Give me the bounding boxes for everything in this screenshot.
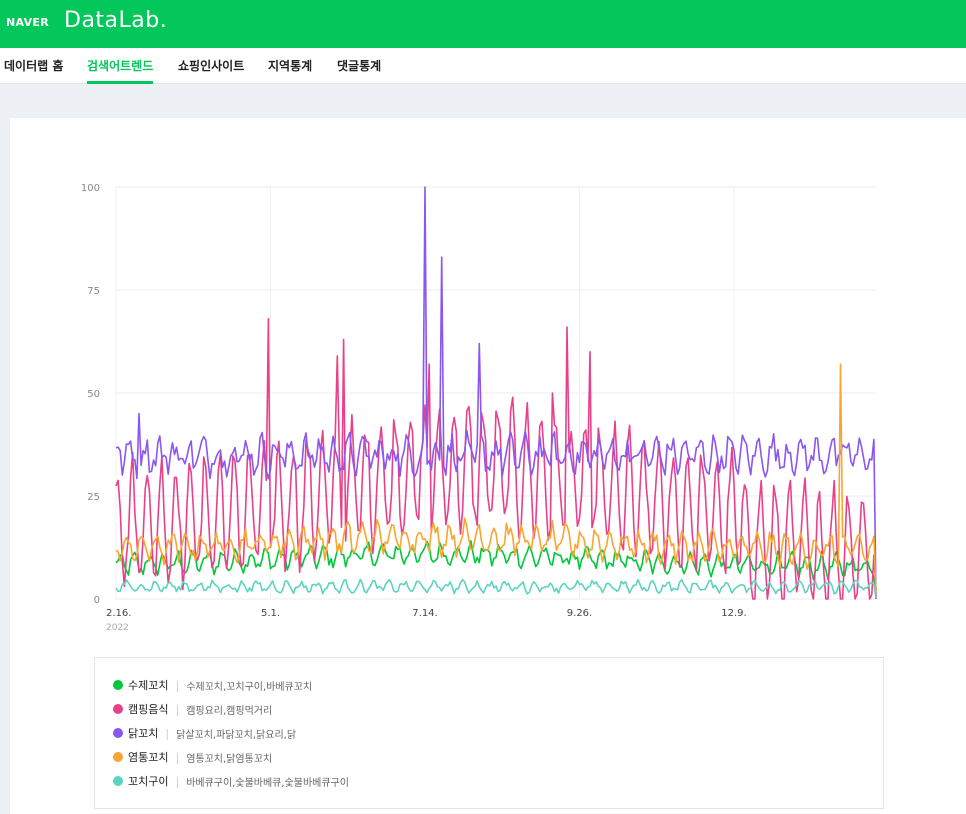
x-tick-label: 5.1. — [261, 608, 280, 619]
y-tick-label: 0 — [94, 595, 100, 606]
legend-separator: | — [175, 702, 180, 716]
nav-item-comment-stats[interactable]: 댓글통계 — [337, 59, 382, 73]
legend-name: 캠핑음식 — [128, 703, 169, 716]
nav-item-home[interactable]: 데이터랩 홈 — [4, 59, 64, 73]
x-tick-label: 9.26. — [567, 608, 592, 619]
legend-dot-icon — [113, 728, 123, 738]
legend-separator: | — [175, 774, 180, 788]
series-line — [115, 186, 877, 600]
nav-item-shopping-insight[interactable]: 쇼핑인사이트 — [178, 59, 245, 73]
y-tick-label: 100 — [81, 183, 100, 194]
legend-separator: | — [175, 678, 180, 692]
legend-item[interactable]: 닭꼬치 | 닭살꼬치,파닭꼬치,닭요리,닭 — [113, 724, 296, 742]
datalab-logo[interactable]: DataLab. — [64, 8, 168, 33]
y-tick-label: 50 — [87, 389, 100, 400]
main-nav: 데이터랩 홈 검색어트렌드 쇼핑인사이트 지역통계 댓글통계 — [0, 48, 966, 84]
y-tick-label: 25 — [87, 492, 100, 503]
series-line — [115, 363, 877, 594]
legend-name: 염통꼬치 — [128, 751, 169, 764]
legend-separator: | — [165, 726, 170, 740]
x-tick-label: 2.16. — [106, 608, 131, 619]
legend-name: 수제꼬치 — [128, 679, 169, 692]
x-tick-label: 12.9. — [721, 608, 746, 619]
legend-terms: 염통꼬치,닭염통꼬치 — [186, 753, 273, 765]
chart-legend: 수제꼬치 | 수제꼬치,꼬치구이,바베큐꼬치 캠핑음식 | 캠핑요리,캠핑먹거리… — [94, 657, 884, 809]
legend-item[interactable]: 캠핑음식 | 캠핑요리,캠핑먹거리 — [113, 700, 272, 718]
legend-dot-icon — [113, 752, 123, 762]
nav-item-search-trend[interactable]: 검색어트렌드 — [87, 59, 154, 73]
legend-dot-icon — [113, 704, 123, 714]
legend-dot-icon — [113, 680, 123, 690]
legend-item[interactable]: 수제꼬치 | 수제꼬치,꼬치구이,바베큐꼬치 — [113, 676, 312, 694]
nav-item-region-stats[interactable]: 지역통계 — [268, 59, 313, 73]
top-bar: NAVER DataLab. — [0, 0, 966, 48]
naver-logo[interactable]: NAVER — [6, 16, 49, 29]
y-tick-label: 75 — [87, 286, 100, 297]
series-line — [115, 578, 877, 599]
x-axis-year-label: 2022 — [106, 623, 129, 633]
legend-item[interactable]: 꼬치구이 | 바베큐구이,숯불바베큐,숯불바베큐구이 — [113, 772, 349, 790]
active-tab-indicator — [87, 81, 153, 84]
legend-name: 꼬치구이 — [128, 775, 169, 788]
legend-separator: | — [175, 750, 180, 764]
legend-name: 닭꼬치 — [128, 727, 159, 740]
legend-terms: 캠핑요리,캠핑먹거리 — [186, 705, 273, 717]
legend-item[interactable]: 염통꼬치 | 염통꼬치,닭염통꼬치 — [113, 748, 272, 766]
x-tick-label: 7.14. — [412, 608, 437, 619]
legend-dot-icon — [113, 776, 123, 786]
legend-terms: 닭살꼬치,파닭꼬치,닭요리,닭 — [176, 729, 297, 741]
legend-terms: 수제꼬치,꼬치구이,바베큐꼬치 — [186, 681, 313, 693]
legend-terms: 바베큐구이,숯불바베큐,숯불바베큐구이 — [186, 777, 349, 789]
series-line — [115, 318, 877, 600]
